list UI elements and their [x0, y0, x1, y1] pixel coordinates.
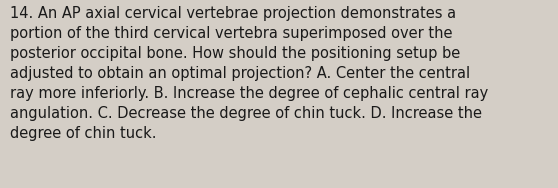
- Text: 14. An AP axial cervical vertebrae projection demonstrates a
portion of the thir: 14. An AP axial cervical vertebrae proje…: [10, 6, 488, 141]
